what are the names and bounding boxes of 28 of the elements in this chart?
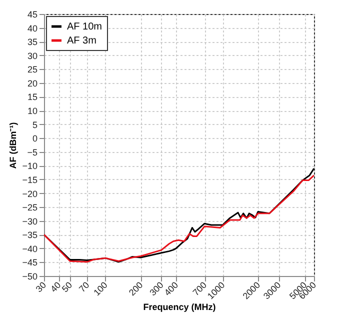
y-tick-label: 45 <box>27 10 38 20</box>
x-tick-label: 100 <box>92 280 110 298</box>
y-tick-label: −25 <box>22 202 38 213</box>
y-tick-label: −15 <box>22 174 38 185</box>
y-tick-label: −45 <box>22 258 38 268</box>
y-tick-label: −10 <box>22 161 38 172</box>
y-tick-label: −30 <box>22 216 38 226</box>
y-tick-label: 25 <box>27 64 38 75</box>
y-tick-label: −5 <box>27 147 38 158</box>
y-tick-label: −35 <box>22 230 38 240</box>
y-tick-label: −50 <box>22 272 38 282</box>
x-tick-label: 200 <box>127 280 145 298</box>
x-tick-label: 70 <box>77 280 92 294</box>
y-tick-label: −20 <box>22 188 38 199</box>
y-tick-label: 20 <box>27 78 38 88</box>
x-axis-title: Frequency (MHz) <box>143 302 216 312</box>
y-tick-label: 35 <box>27 37 38 48</box>
y-tick-label: 10 <box>27 106 38 116</box>
y-tick-label: 15 <box>27 92 38 102</box>
x-tick-label: 700 <box>190 280 209 298</box>
y-tick-label: 30 <box>27 50 38 61</box>
y-tick-label: 5 <box>32 120 38 130</box>
y-tick-label: −40 <box>22 244 38 254</box>
y-tick-label: 40 <box>27 23 38 34</box>
legend-label: AF 10m <box>67 22 102 32</box>
legend-label: AF 3m <box>67 36 96 46</box>
y-tick-label: 0 <box>32 134 38 144</box>
y-axis-title: AF (dBm⁻¹) <box>8 122 18 169</box>
